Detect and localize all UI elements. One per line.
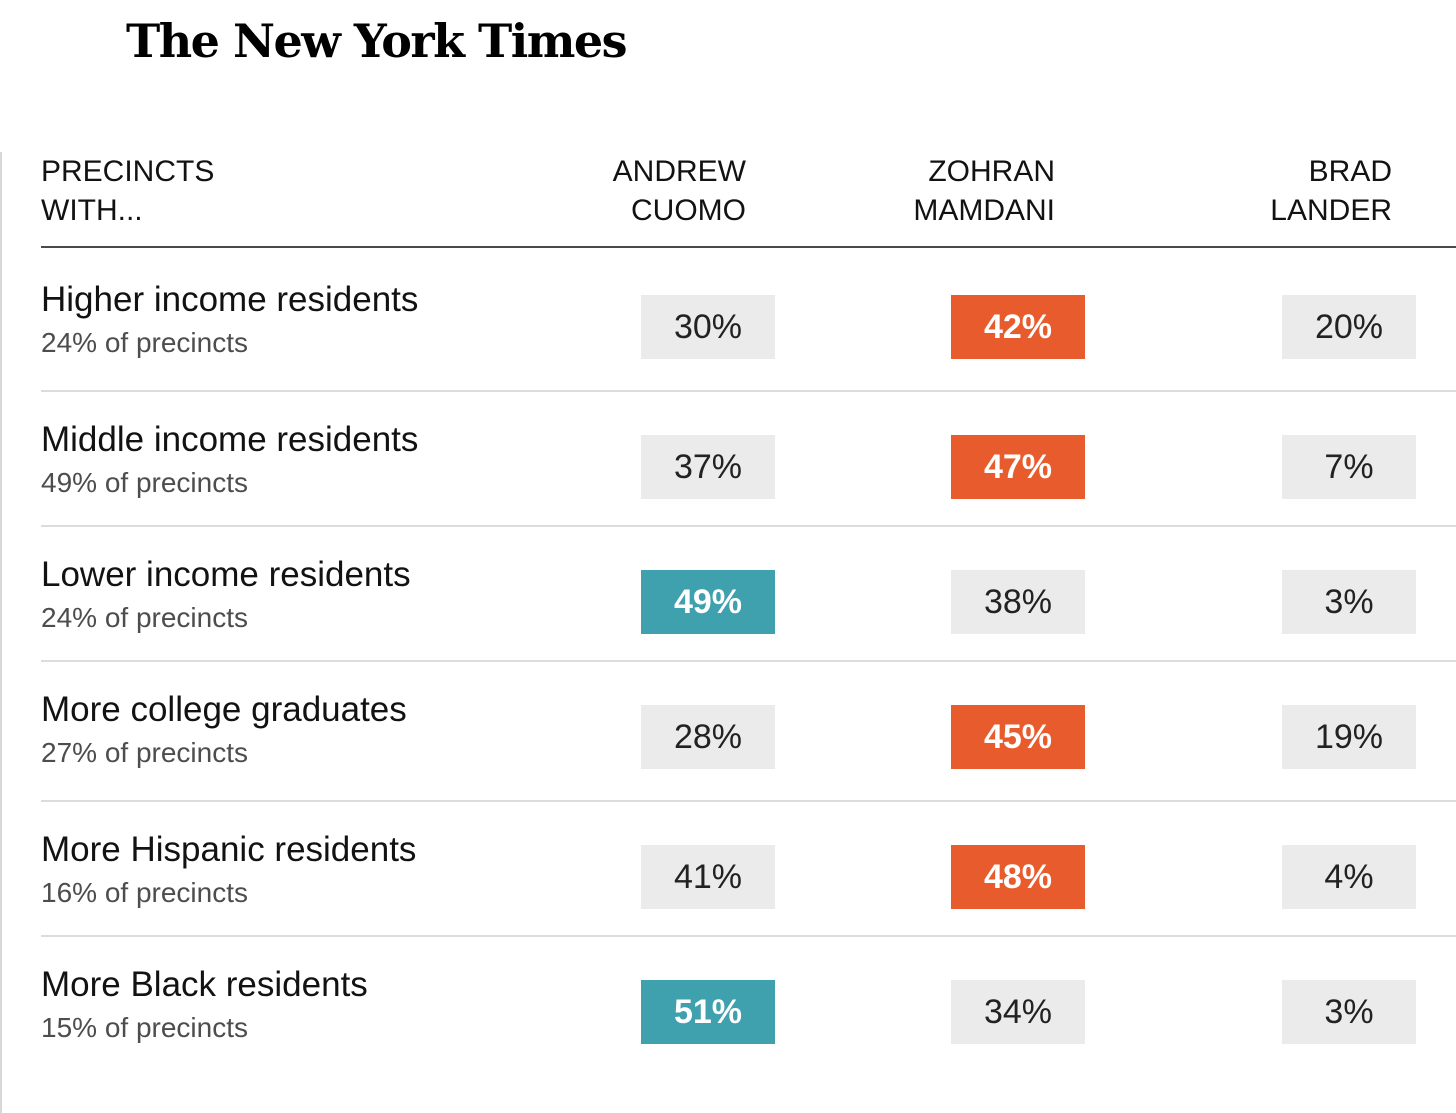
table-header: PRECINCTS WITH... ANDREW CUOMO ZOHRAN MA… <box>0 152 1456 248</box>
row-label: Middle income residents <box>41 420 419 459</box>
value-cell-mamdani: 34% <box>951 980 1085 1044</box>
value-cell-lander: 7% <box>1282 435 1416 499</box>
left-edge-rule <box>0 152 2 1113</box>
value-cell-lander: 4% <box>1282 845 1416 909</box>
value-cell-mamdani: 38% <box>951 570 1085 634</box>
value-cell-cuomo: 49% <box>641 570 775 634</box>
value-cell-mamdani: 47% <box>951 435 1085 499</box>
column-header-mamdani: ZOHRAN MAMDANI <box>913 155 1055 227</box>
value-cell-mamdani: 42% <box>951 295 1085 359</box>
row-sublabel: 15% of precincts <box>41 1012 248 1043</box>
value-cell-cuomo: 41% <box>641 845 775 909</box>
row-label: More college graduates <box>41 690 407 729</box>
row-label: Lower income residents <box>41 555 411 594</box>
nyt-logo: The New York Times <box>126 14 628 68</box>
value-cell-lander: 3% <box>1282 570 1416 634</box>
row-divider <box>41 800 1456 802</box>
row-divider <box>41 935 1456 937</box>
row-sublabel: 16% of precincts <box>41 877 248 908</box>
header-rule <box>41 246 1456 248</box>
row-sublabel: 24% of precincts <box>41 327 248 358</box>
row-label: More Black residents <box>41 965 368 1004</box>
row-sublabel: 27% of precincts <box>41 737 248 768</box>
row-label: Higher income residents <box>41 280 419 319</box>
row-sublabel: 49% of precincts <box>41 467 248 498</box>
value-cell-cuomo: 37% <box>641 435 775 499</box>
row-divider <box>41 660 1456 662</box>
value-cell-lander: 19% <box>1282 705 1416 769</box>
value-cell-lander: 20% <box>1282 295 1416 359</box>
value-cell-lander: 3% <box>1282 980 1416 1044</box>
value-cell-mamdani: 48% <box>951 845 1085 909</box>
value-cell-cuomo: 28% <box>641 705 775 769</box>
row-sublabel: 24% of precincts <box>41 602 248 633</box>
value-cell-cuomo: 51% <box>641 980 775 1044</box>
value-cell-cuomo: 30% <box>641 295 775 359</box>
column-header-cuomo: ANDREW CUOMO <box>612 155 746 227</box>
column-header-lander: BRAD LANDER <box>1270 155 1392 227</box>
row-label: More Hispanic residents <box>41 830 417 869</box>
row-divider <box>41 525 1456 527</box>
row-divider <box>41 390 1456 392</box>
row-label-header: PRECINCTS WITH... <box>41 155 215 227</box>
value-cell-mamdani: 45% <box>951 705 1085 769</box>
